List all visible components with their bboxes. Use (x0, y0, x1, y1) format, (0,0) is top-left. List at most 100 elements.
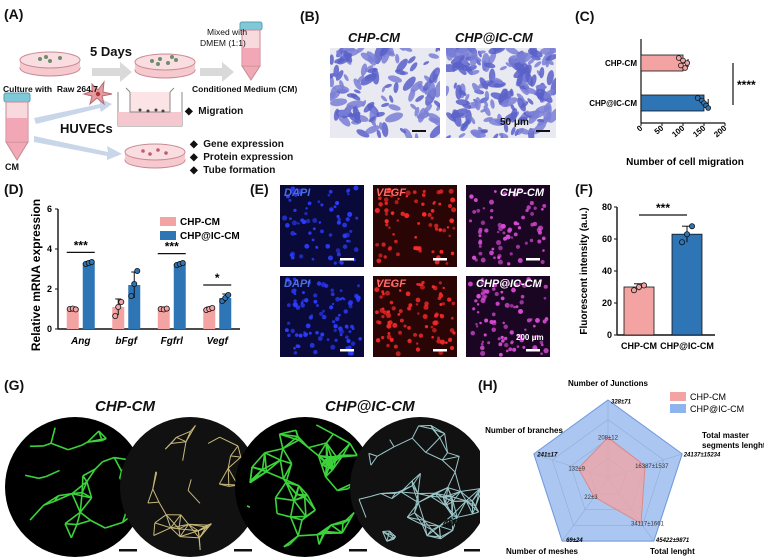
cell-nucleus (433, 320, 439, 326)
cell-nucleus (397, 197, 400, 201)
cell-nucleus (484, 228, 489, 233)
cell-nucleus (311, 257, 315, 261)
migrated-cell (510, 108, 518, 123)
cell-nucleus (386, 187, 392, 193)
cell-nucleus (392, 233, 395, 236)
data-point (689, 223, 696, 230)
cell-nucleus (480, 298, 486, 304)
cell-nucleus (342, 222, 348, 228)
cell-nucleus (436, 190, 441, 195)
cell-nucleus (475, 322, 478, 326)
cell-nucleus (307, 201, 312, 206)
cell-nucleus (447, 338, 452, 343)
cell-nucleus (329, 305, 334, 310)
migrated-cell (490, 99, 495, 109)
cell-nucleus (293, 208, 297, 213)
tube-segment (406, 502, 419, 518)
tube-segment (325, 442, 338, 458)
x-axis-label: Number of cell migration (626, 157, 744, 168)
migrated-cell (356, 129, 370, 138)
tube-segment (330, 524, 343, 534)
migrated-cell (461, 121, 469, 132)
cell-nucleus (415, 297, 421, 303)
cell-nucleus (509, 330, 514, 335)
cell-nucleus (312, 227, 316, 231)
migrated-cell (470, 69, 480, 75)
cell-nucleus (300, 301, 304, 305)
chart-f: 0 20 40 60 80 Fluorescent intensity (a.u.) CHP… (575, 195, 760, 375)
cell-nucleus (422, 314, 428, 319)
cell-nucleus (334, 338, 338, 342)
tube-segment (434, 487, 448, 494)
cell-nucleus (501, 339, 505, 343)
cell-nucleus (513, 232, 518, 237)
cell-nucleus (300, 303, 305, 308)
cell-nucleus (281, 215, 288, 221)
cell-nucleus (291, 288, 297, 294)
scale-bar (433, 258, 447, 261)
cell-nucleus (339, 297, 343, 301)
cell-nucleus (376, 258, 382, 264)
assay-item: ◆ Protein expression (190, 152, 294, 163)
tube-segment (317, 442, 328, 457)
cell-nucleus (543, 348, 549, 354)
cell-nucleus (378, 202, 383, 207)
axis-label: Number of Junctions (568, 379, 649, 388)
cell-nucleus (506, 282, 511, 286)
cell-nucleus (507, 262, 511, 266)
cell-nucleus (415, 303, 419, 306)
cell-nucleus (396, 252, 400, 257)
tube-segment (370, 455, 378, 466)
cell-nucleus (491, 312, 496, 317)
cell-nucleus (415, 347, 421, 352)
cell-nucleus (390, 283, 394, 287)
assay-item: ◆ Tube formation (190, 165, 276, 176)
cell-nucleus (335, 296, 340, 302)
migrated-cell (510, 52, 528, 64)
cell-nucleus (494, 291, 499, 297)
cell-nucleus (313, 293, 318, 298)
cell-nucleus (415, 246, 420, 251)
tube-segment (370, 493, 381, 498)
tube-segment (475, 488, 480, 507)
cell-nucleus (420, 282, 424, 287)
cell-nucleus (342, 297, 346, 301)
migrated-cell (450, 55, 465, 65)
cell-nucleus (427, 212, 432, 217)
migrated-cell (379, 48, 390, 57)
cell-nucleus (294, 333, 299, 337)
tube-formation-image (120, 417, 260, 557)
migrated-cell (408, 89, 416, 102)
cell-nucleus (476, 293, 481, 299)
cell-nucleus (292, 302, 298, 308)
scale-bar (536, 130, 550, 132)
tube-segment (411, 473, 421, 482)
data-point (209, 305, 216, 312)
cell-nucleus (304, 211, 308, 216)
x-tick-label: 100 (670, 123, 686, 139)
cell-nucleus (293, 281, 297, 285)
tube-segment (98, 430, 107, 440)
significance-label: *** (74, 238, 88, 252)
migrated-cell (417, 107, 426, 123)
migrated-cell (510, 103, 516, 111)
tube-segment (285, 481, 300, 487)
tube-segment (425, 451, 443, 461)
cell-nucleus (476, 208, 481, 213)
cell-nucleus (374, 287, 380, 293)
cell-nucleus (439, 313, 443, 317)
cell-nucleus (497, 259, 503, 265)
cell-nucleus (483, 333, 487, 337)
migrated-cell (364, 65, 374, 73)
cell-nucleus (290, 231, 296, 236)
radar-series (577, 436, 646, 525)
tube-segment (76, 512, 82, 525)
cell-nucleus (503, 324, 508, 330)
cell-nucleus (489, 216, 493, 220)
days-label: 5 Days (90, 44, 132, 59)
cell-nucleus (502, 321, 505, 325)
cell-nucleus (403, 324, 407, 328)
cell-nucleus (339, 289, 343, 292)
tube-segment (264, 447, 284, 454)
cell-nucleus (315, 304, 319, 308)
